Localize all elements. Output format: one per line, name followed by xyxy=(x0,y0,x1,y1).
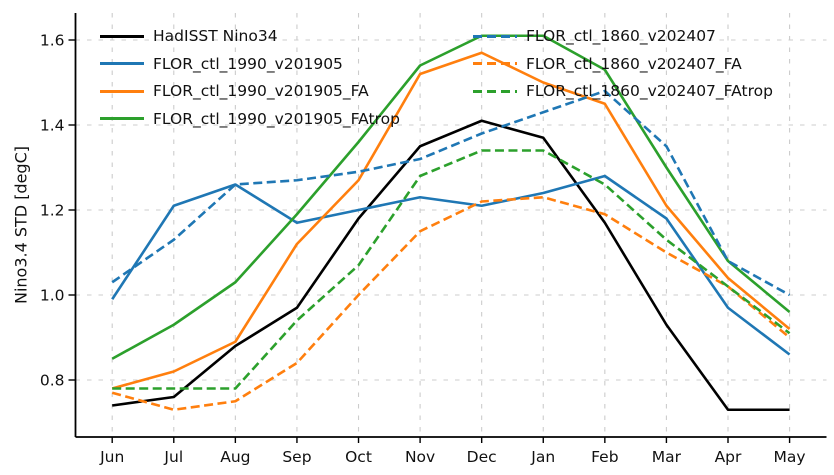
y-tick-label: 1.6 xyxy=(40,32,65,50)
y-tick-label: 0.8 xyxy=(40,372,65,390)
series-line-FLOR_ctl_1860_v202407 xyxy=(111,89,791,297)
x-tick-label: Feb xyxy=(591,448,618,466)
x-tick-label: Aug xyxy=(220,448,250,466)
y-tick-label: 1.4 xyxy=(40,117,65,135)
x-tick-label: Nov xyxy=(405,448,435,466)
x-tick-label: Jun xyxy=(99,448,124,466)
series-line-FLOR_ctl_1860_v202407_FA xyxy=(111,195,791,412)
x-tick-label: Sep xyxy=(282,448,311,466)
x-tick-label: Dec xyxy=(467,448,497,466)
series-line-FLOR_ctl_1990_v201905 xyxy=(111,174,791,356)
series-line-FLOR_ctl_1990_v201905_FAtrop xyxy=(111,34,791,360)
x-tick-label: Apr xyxy=(715,448,742,466)
series-line-FLOR_ctl_1990_v201905_FA xyxy=(111,51,791,390)
x-tick-label: Oct xyxy=(345,448,372,466)
y-tick-label: 1.2 xyxy=(40,202,65,220)
x-tick-label: May xyxy=(774,448,806,466)
x-tick-label: Jan xyxy=(530,448,555,466)
x-tick-label: Jul xyxy=(163,448,183,466)
series-line-FLOR_ctl_1860_v202407_FAtrop xyxy=(112,149,791,390)
series-line-HadISST Nino34 xyxy=(112,119,790,412)
y-axis-label: Nino3.4 STD [degC] xyxy=(11,145,31,305)
x-tick-label: Mar xyxy=(652,448,682,466)
y-tick-label: 1.0 xyxy=(40,287,65,305)
